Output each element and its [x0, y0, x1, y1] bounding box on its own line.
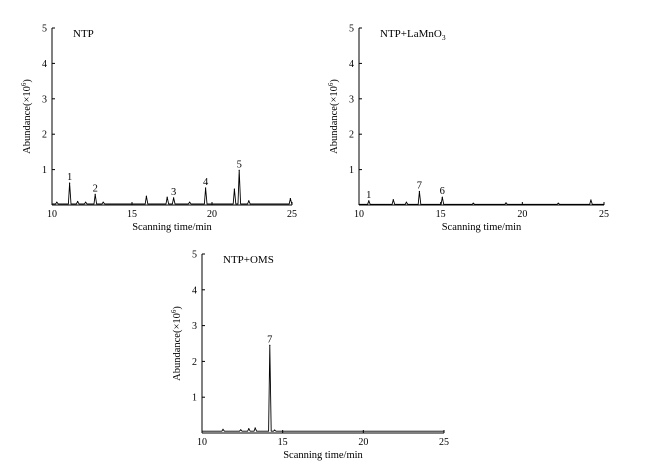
- y-tick-label: 3: [192, 321, 197, 332]
- chromatogram-trace: [202, 344, 444, 432]
- x-axis-label: Scanning time/min: [132, 222, 212, 233]
- peak-point: [238, 169, 240, 171]
- peak-point: [56, 201, 58, 203]
- x-tick-label: 15: [278, 437, 288, 448]
- x-axis-label: Scanning time/min: [442, 222, 522, 233]
- peak-point: [166, 196, 168, 198]
- panel-title: NTP+LaMnO3: [380, 28, 446, 42]
- y-tick-label: 4: [349, 59, 354, 70]
- peak-label: 5: [237, 159, 242, 170]
- peak-point: [77, 200, 79, 203]
- peak-point: [205, 187, 207, 189]
- y-tick-label: 3: [42, 94, 47, 105]
- x-tick-label: 25: [439, 437, 449, 448]
- peak-point: [505, 202, 507, 204]
- x-tick-label: 20: [358, 437, 368, 448]
- x-tick-label: 25: [287, 209, 297, 220]
- peak-point: [102, 201, 104, 203]
- y-tick-label: 5: [192, 250, 197, 261]
- peak-point: [189, 201, 191, 203]
- chart-panel-ntp-lamno3: 1 2 3 4 5 10 15 20 25 Scanning time/min Abundance(…: [327, 24, 609, 234]
- x-tick-label: 10: [47, 209, 57, 220]
- peak-point: [392, 199, 394, 201]
- peak-point: [368, 200, 370, 202]
- peak-point: [248, 428, 250, 430]
- x-tick-label: 20: [207, 209, 217, 220]
- y-tick-label: 5: [42, 24, 47, 35]
- x-tick-label: 15: [127, 209, 137, 220]
- chromatogram-trace: [359, 191, 604, 205]
- peak-point: [248, 200, 250, 202]
- y-tick-label: 3: [349, 94, 354, 105]
- x-tick-label: 25: [599, 209, 609, 220]
- peak-point: [85, 201, 87, 203]
- peak-label: 6: [440, 186, 445, 197]
- x-tick-label: 10: [197, 437, 207, 448]
- y-tick-label: 1: [192, 393, 197, 404]
- x-tick-label: 10: [354, 209, 364, 220]
- peak-point: [289, 198, 291, 200]
- peak-point: [418, 190, 420, 193]
- peak-point: [472, 202, 474, 204]
- y-tick-label: 4: [42, 59, 47, 70]
- peak-point: [254, 427, 256, 429]
- y-tick-label: 1: [42, 165, 47, 176]
- peak-label: 2: [93, 183, 98, 194]
- peak-point: [441, 196, 443, 198]
- peak-label: 7: [267, 334, 272, 345]
- y-axis-label: Abundance(×106): [170, 306, 183, 381]
- y-tick-label: 2: [42, 130, 47, 141]
- peak-point: [405, 201, 407, 203]
- x-axis-label: Scanning time/min: [283, 450, 363, 461]
- peak-label: 7: [417, 181, 422, 192]
- y-tick-label: 4: [192, 285, 197, 296]
- panel-title: NTP+OMS: [223, 254, 274, 266]
- y-tick-label: 5: [349, 24, 354, 35]
- peak-point: [94, 193, 96, 195]
- peak-point: [145, 195, 147, 197]
- x-tick-label: 15: [436, 209, 446, 220]
- peak-point: [222, 428, 224, 430]
- peak-point: [590, 199, 592, 201]
- peak-point: [557, 202, 559, 204]
- peak-point: [173, 197, 175, 199]
- x-tick-label: 20: [517, 209, 527, 220]
- peak-label: 3: [171, 187, 176, 198]
- y-tick-label: 2: [192, 357, 197, 368]
- peak-point: [69, 182, 71, 184]
- peak-point: [233, 188, 235, 190]
- chart-panel-ntp-oms: 1 2 3 4 5 10 15 20 25 Scanning time/min Abundance(…: [170, 250, 449, 462]
- y-axis-label: Abundance(×106): [327, 79, 340, 154]
- y-tick-label: 2: [349, 130, 354, 141]
- y-tick-label: 1: [349, 165, 354, 176]
- peak-point: [274, 429, 276, 431]
- panel-title: NTP: [73, 28, 94, 40]
- peak-point: [269, 344, 271, 346]
- peak-label: 4: [203, 177, 209, 188]
- peak-label: 1: [67, 172, 72, 183]
- y-axis-label: Abundance(×106): [20, 79, 33, 154]
- peak-point: [240, 429, 242, 431]
- peak-label: 1: [366, 190, 371, 201]
